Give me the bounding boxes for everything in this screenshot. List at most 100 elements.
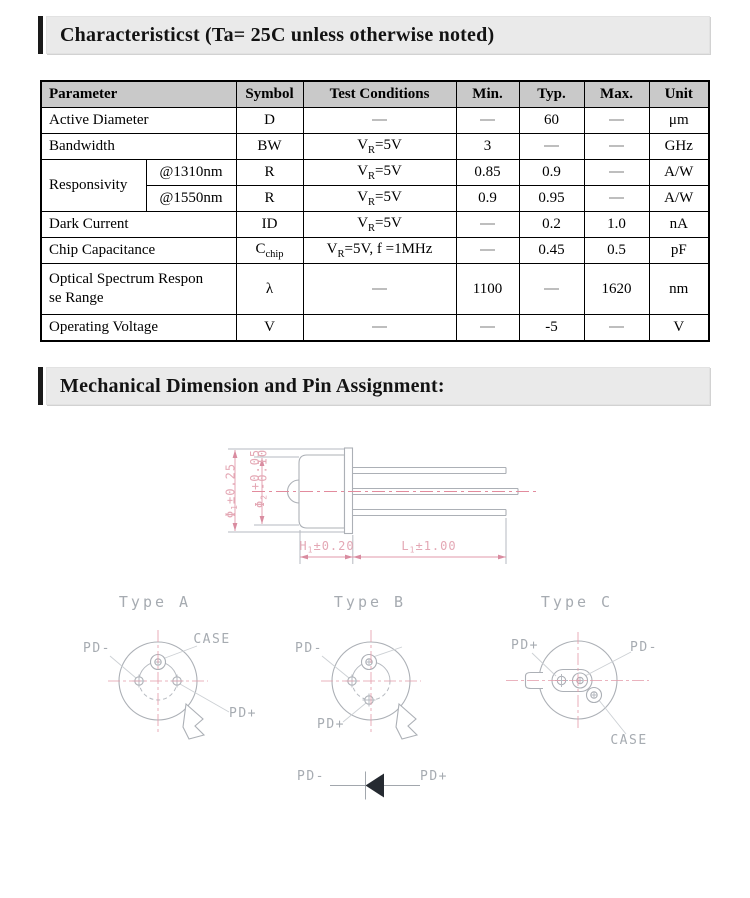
label-pd-minus: PD- xyxy=(630,640,658,655)
type-b-title: Type B xyxy=(334,593,406,611)
cell-typ: — xyxy=(518,133,585,160)
label-pd-plus: PD+ xyxy=(511,638,539,653)
cell-unit: nm xyxy=(648,263,710,315)
label-pd-minus: PD- xyxy=(83,641,111,656)
table-header-row: Parameter Symbol Test Conditions Min. Ty… xyxy=(40,80,710,108)
cell-min: 0.9 xyxy=(455,185,520,212)
cell-param: Chip Capacitance xyxy=(40,237,237,264)
cell-cond: VR=5V xyxy=(302,133,457,160)
cell-typ: -5 xyxy=(518,314,585,342)
cell-param: Optical Spectrum Respon se Range xyxy=(40,263,237,315)
section-title: Mechanical Dimension and Pin Assignment: xyxy=(60,374,445,397)
cell-symbol: BW xyxy=(235,133,304,160)
cell-max: 0.5 xyxy=(583,237,650,264)
package-side-view: Φ1±0.25 Φ2 +0.05 -0.10 H1±0.20 L1±1.00 xyxy=(224,447,536,564)
label-pd-minus: PD- xyxy=(297,769,325,784)
cell-wavelength: @1310nm xyxy=(145,159,237,186)
cell-min: — xyxy=(455,211,520,238)
cell-typ: 0.2 xyxy=(518,211,585,238)
cell-symbol: ID xyxy=(235,211,304,238)
table-row: Optical Spectrum Respon se Range λ — 110… xyxy=(40,263,710,315)
label-pd-plus: PD+ xyxy=(229,706,257,721)
cell-param: Bandwidth xyxy=(40,133,237,160)
cell-param: Dark Current xyxy=(40,211,237,238)
cell-max: — xyxy=(583,107,650,134)
label-pd-plus: PD+ xyxy=(420,769,448,784)
cell-typ: 60 xyxy=(518,107,585,134)
cell-symbol: V xyxy=(235,314,304,342)
cell-symbol: D xyxy=(235,107,304,134)
cell-min: 3 xyxy=(455,133,520,160)
section-header-characteristics: Characteristicst (Ta= 25C unless otherwi… xyxy=(38,16,710,54)
table-row: Operating Voltage V — — -5 — V xyxy=(40,314,710,342)
cell-unit: nA xyxy=(648,211,710,238)
type-a-title: Type A xyxy=(119,593,191,611)
pinout-type-b: Type B PD- PD+ xyxy=(295,593,421,740)
characteristics-table: Parameter Symbol Test Conditions Min. Ty… xyxy=(40,80,711,342)
svg-text:-0.10: -0.10 xyxy=(256,449,270,490)
pin-case xyxy=(585,686,603,704)
table-row: Active Diameter D — — 60 — μm xyxy=(40,107,710,134)
label-pd-plus: PD+ xyxy=(317,717,345,732)
cell-unit: GHz xyxy=(648,133,710,160)
cell-param: Operating Voltage xyxy=(40,314,237,342)
pin-top xyxy=(360,653,378,671)
cell-unit: A/W xyxy=(648,185,710,212)
cell-typ: 0.9 xyxy=(518,159,585,186)
dimension-phi1-label: Φ1±0.25 xyxy=(224,463,240,518)
cell-cond: VR=5V xyxy=(302,185,457,212)
dimension-l1-label: L1±1.00 xyxy=(401,539,456,555)
mechanical-drawing: Φ1±0.25 Φ2 +0.05 -0.10 H1±0.20 L1±1.00 T… xyxy=(83,447,658,800)
dimension-h1-label: H1±0.20 xyxy=(299,539,354,555)
col-test-conditions: Test Conditions xyxy=(302,80,457,108)
section-title: Characteristicst (Ta= 25C unless otherwi… xyxy=(60,23,495,46)
cell-param-responsivity: Responsivity xyxy=(40,159,147,212)
col-typ: Typ. xyxy=(518,80,585,108)
col-max: Max. xyxy=(583,80,650,108)
lead-pins xyxy=(353,466,519,517)
cell-max: — xyxy=(583,314,650,342)
cell-cond: VR=5V xyxy=(302,159,457,186)
table-row: Responsivity @1310nm R VR=5V 0.85 0.9 — … xyxy=(40,159,710,212)
cell-max: 1.0 xyxy=(583,211,650,238)
cell-min: 0.85 xyxy=(455,159,520,186)
cell-min: — xyxy=(455,314,520,342)
label-case: CASE xyxy=(193,632,230,647)
cell-cond: VR=5V xyxy=(302,211,457,238)
cell-typ: — xyxy=(518,263,585,315)
label-pd-minus: PD- xyxy=(295,641,323,656)
cell-typ: 0.95 xyxy=(518,185,585,212)
cell-symbol: R xyxy=(235,159,304,186)
diode-triangle xyxy=(365,773,384,798)
cell-param: Active Diameter xyxy=(40,107,237,134)
section-accent-bar xyxy=(38,367,43,405)
col-unit: Unit xyxy=(648,80,710,108)
cell-unit: pF xyxy=(648,237,710,264)
cell-unit: A/W xyxy=(648,159,710,186)
svg-text:Φ2: Φ2 xyxy=(253,494,269,508)
section-header-mechanical: Mechanical Dimension and Pin Assignment: xyxy=(38,367,710,405)
cell-min: 1100 xyxy=(455,263,520,315)
col-min: Min. xyxy=(455,80,520,108)
col-symbol: Symbol xyxy=(235,80,304,108)
cell-cond: — xyxy=(302,314,457,342)
cell-cond: — xyxy=(302,107,457,134)
cell-unit: μm xyxy=(648,107,710,134)
diode-schematic: PD- PD+ xyxy=(297,769,448,800)
cell-symbol: λ xyxy=(235,263,304,315)
section-accent-bar xyxy=(38,16,43,54)
cell-min: — xyxy=(455,107,520,134)
table-row: Dark Current ID VR=5V — 0.2 1.0 nA xyxy=(40,211,710,238)
section-header-box: Mechanical Dimension and Pin Assignment: xyxy=(46,367,710,405)
table-row: @1550nm R VR=5V 0.9 0.95 — A/W xyxy=(41,185,710,212)
cell-cond: — xyxy=(302,263,457,315)
cell-typ: 0.45 xyxy=(518,237,585,264)
cell-wavelength: @1550nm xyxy=(145,185,237,212)
cell-symbol: Cchip xyxy=(235,237,304,264)
section-header-box: Characteristicst (Ta= 25C unless otherwi… xyxy=(46,16,710,54)
pinout-type-c: Type C PD+ PD- CASE xyxy=(506,593,658,748)
cell-unit: V xyxy=(648,314,710,342)
cell-max: — xyxy=(583,133,650,160)
dimension-phi2-label: Φ2 +0.05 -0.10 xyxy=(248,449,270,508)
